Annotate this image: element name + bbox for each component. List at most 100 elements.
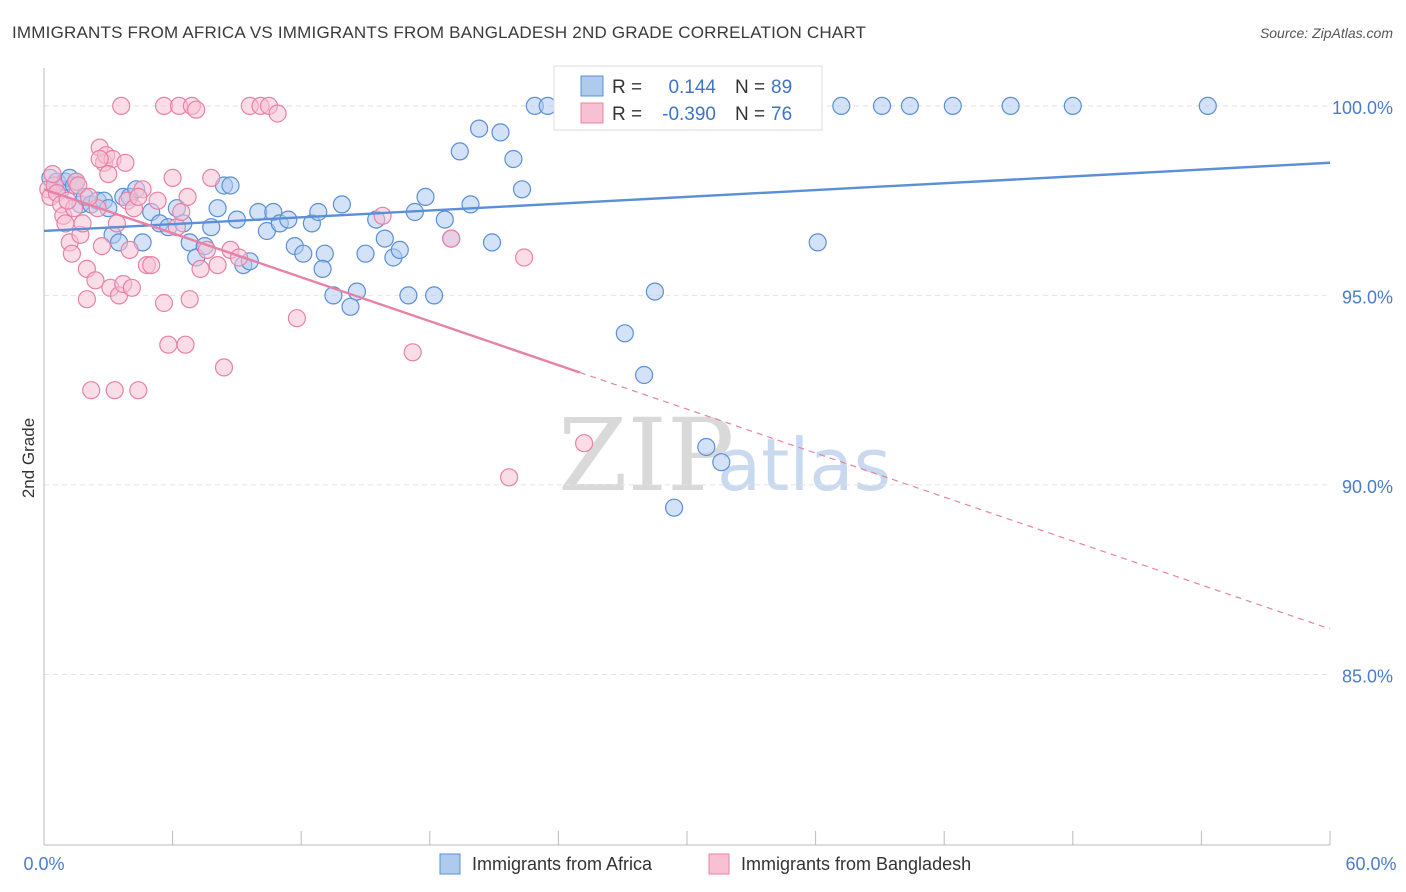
point-series-0-75 bbox=[664, 498, 684, 517]
point-series-0-58 bbox=[435, 210, 454, 229]
point-series-0-73 bbox=[634, 365, 654, 385]
trend-line-series-0 bbox=[43, 161, 1331, 233]
x-tick-label-max: 60.0% bbox=[1345, 854, 1396, 874]
point-series-0-85 bbox=[1001, 96, 1020, 116]
trend-line-dashed-series-1 bbox=[579, 371, 1331, 630]
point-series-0-41 bbox=[294, 244, 313, 263]
point-series-0-82 bbox=[872, 96, 892, 116]
bottom-legend: Immigrants from Africa Immigrants from B… bbox=[439, 853, 971, 875]
point-series-1-34 bbox=[129, 381, 148, 400]
scatter-points bbox=[39, 96, 1217, 517]
point-series-1-44 bbox=[176, 335, 195, 354]
stats-r-value-africa: 0.144 bbox=[668, 77, 716, 98]
point-series-1-40 bbox=[159, 335, 178, 354]
point-series-0-44 bbox=[315, 244, 334, 263]
point-series-0-39 bbox=[279, 210, 298, 229]
y-tick-label-0: 85.0% bbox=[1342, 666, 1393, 686]
point-series-0-72 bbox=[615, 324, 634, 343]
point-series-0-53 bbox=[390, 240, 409, 259]
point-series-0-80 bbox=[808, 233, 827, 252]
stats-n-label-africa: N = bbox=[735, 77, 765, 98]
point-series-0-45 bbox=[324, 286, 343, 305]
legend-swatch-africa bbox=[439, 853, 461, 875]
point-series-1-68 bbox=[268, 104, 287, 123]
point-series-0-61 bbox=[461, 195, 480, 214]
point-series-0-83 bbox=[900, 96, 920, 116]
stats-swatch-bangladesh bbox=[580, 102, 604, 124]
point-series-1-38 bbox=[148, 191, 167, 210]
point-series-1-70 bbox=[129, 187, 148, 206]
point-series-1-49 bbox=[208, 256, 227, 275]
point-series-0-49 bbox=[356, 244, 375, 263]
point-series-0-62 bbox=[470, 119, 489, 138]
point-series-1-16 bbox=[82, 381, 101, 400]
point-series-0-51 bbox=[375, 229, 394, 248]
x-tick-label-min: 0.0% bbox=[23, 854, 64, 874]
point-series-0-56 bbox=[416, 187, 435, 206]
point-series-0-74 bbox=[645, 282, 665, 301]
point-series-1-50 bbox=[214, 358, 234, 377]
stats-legend-box: R = 0.144 N = 89 R = -0.390 N = 76 bbox=[553, 65, 823, 131]
stats-r-value-bangladesh: -0.390 bbox=[662, 104, 716, 125]
point-series-1-45 bbox=[180, 290, 199, 309]
point-series-0-46 bbox=[332, 195, 351, 214]
point-series-1-56 bbox=[287, 309, 306, 328]
point-series-1-32 bbox=[122, 278, 141, 297]
y-tick-label-1: 90.0% bbox=[1342, 477, 1393, 497]
point-series-0-63 bbox=[482, 233, 502, 252]
trend-lines bbox=[43, 161, 1331, 630]
point-series-1-29 bbox=[116, 153, 135, 172]
stats-r-label-africa: R = bbox=[612, 77, 642, 98]
point-series-1-31 bbox=[120, 240, 139, 259]
point-series-1-63 bbox=[112, 96, 131, 116]
chart-title: IMMIGRANTS FROM AFRICA VS IMMIGRANTS FRO… bbox=[12, 23, 866, 42]
point-series-1-60 bbox=[500, 468, 519, 487]
point-series-1-69 bbox=[90, 149, 109, 169]
point-series-0-43 bbox=[309, 202, 328, 222]
point-series-1-37 bbox=[142, 256, 161, 275]
trend-line-solid-series-1 bbox=[43, 188, 581, 374]
stats-r-label-bangladesh: R = bbox=[612, 104, 642, 125]
point-series-0-76 bbox=[697, 437, 716, 457]
point-series-1-67 bbox=[187, 100, 206, 119]
legend-label-africa: Immigrants from Africa bbox=[472, 854, 653, 874]
point-series-1-58 bbox=[403, 343, 422, 362]
stats-n-label-bangladesh: N = bbox=[735, 104, 765, 125]
point-series-0-57 bbox=[425, 286, 444, 305]
y-tick-label-2: 95.0% bbox=[1342, 287, 1393, 307]
chart-source: Source: ZipAtlas.com bbox=[1260, 25, 1393, 41]
stats-n-value-bangladesh: 76 bbox=[771, 104, 792, 125]
point-series-1-17 bbox=[86, 271, 105, 290]
point-series-1-61 bbox=[514, 248, 534, 267]
point-series-0-60 bbox=[450, 142, 469, 161]
point-series-0-54 bbox=[399, 286, 418, 305]
point-series-0-77 bbox=[712, 453, 731, 472]
y-axis-label: 2nd Grade bbox=[19, 418, 38, 498]
point-series-1-48 bbox=[202, 168, 221, 187]
point-series-1-71 bbox=[178, 187, 197, 206]
point-series-1-25 bbox=[105, 381, 124, 400]
point-series-1-46 bbox=[191, 259, 210, 278]
point-series-1-62 bbox=[574, 434, 594, 453]
legend-swatch-bangladesh bbox=[708, 853, 730, 875]
point-series-0-64 bbox=[491, 123, 510, 142]
point-series-1-15 bbox=[77, 290, 97, 309]
point-series-0-88 bbox=[313, 259, 332, 278]
point-series-0-29 bbox=[208, 199, 227, 218]
point-series-1-11 bbox=[69, 176, 88, 195]
stats-n-value-africa: 89 bbox=[771, 77, 792, 98]
point-series-1-72 bbox=[43, 165, 62, 184]
y-tick-labels: 85.0% 90.0% 95.0% 100.0% bbox=[1332, 98, 1393, 687]
point-series-0-65 bbox=[504, 149, 523, 169]
point-series-0-87 bbox=[1198, 96, 1217, 116]
point-series-1-75 bbox=[99, 165, 118, 184]
point-series-1-43 bbox=[172, 202, 191, 222]
point-series-1-20 bbox=[92, 237, 112, 256]
point-series-0-66 bbox=[512, 180, 532, 199]
point-series-0-86 bbox=[1063, 96, 1082, 116]
point-series-1-39 bbox=[154, 293, 174, 313]
point-series-1-8 bbox=[62, 244, 82, 263]
y-tick-label-3: 100.0% bbox=[1332, 98, 1393, 118]
point-series-0-84 bbox=[943, 96, 962, 116]
